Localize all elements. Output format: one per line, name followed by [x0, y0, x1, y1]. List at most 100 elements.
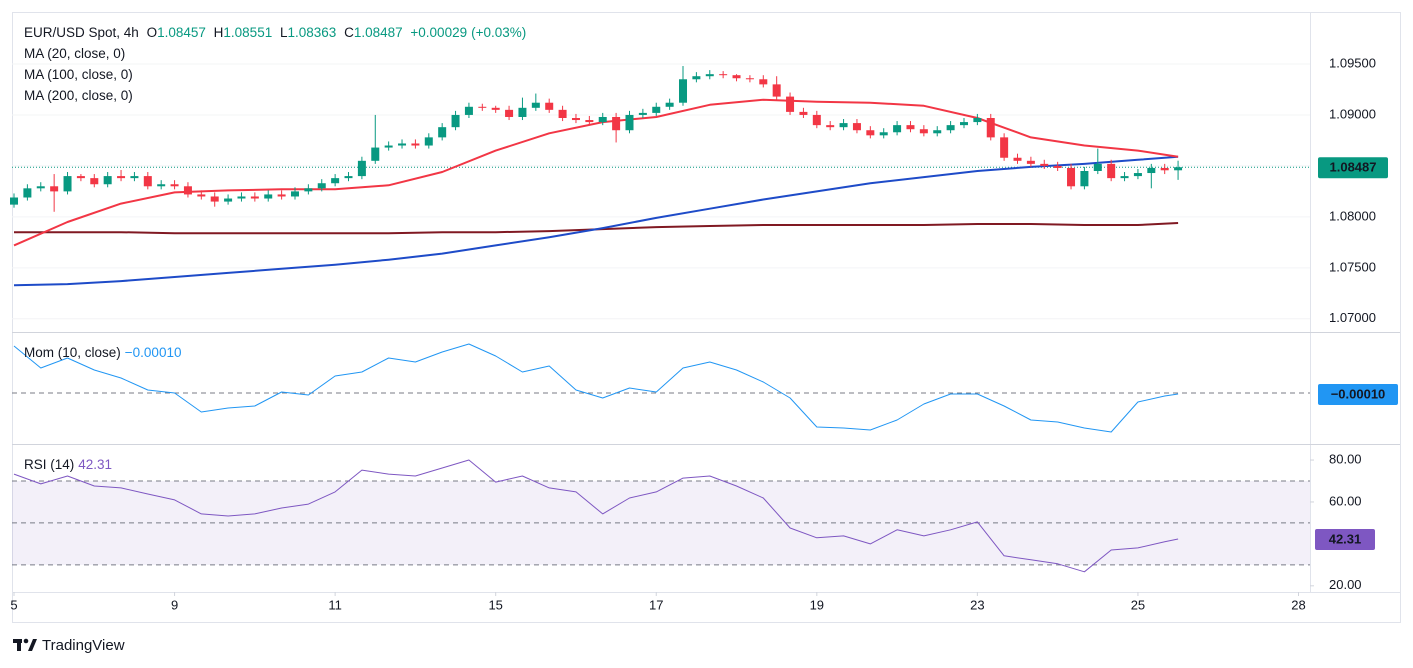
- candle-body: [986, 118, 995, 138]
- indicator-line: [13, 343, 1179, 433]
- ohlc-label: L: [279, 25, 288, 40]
- candle-body: [264, 194, 273, 199]
- ohlc-label: O: [146, 25, 158, 40]
- chart-frame: [12, 12, 1401, 623]
- ohlc-value: 1.08363: [287, 25, 337, 40]
- candle-body: [157, 184, 166, 187]
- candle-body: [1147, 167, 1156, 174]
- candle-body: [290, 191, 299, 197]
- y-tick-label: 1.08000: [1329, 208, 1376, 223]
- candle-body: [331, 178, 340, 184]
- candle-body: [50, 186, 59, 192]
- candle-body: [772, 84, 781, 97]
- pane: −0.00010: [12, 343, 1398, 433]
- candle-body: [36, 186, 45, 189]
- candle-body: [197, 194, 206, 197]
- candle-body: [558, 109, 567, 118]
- candle-body: [625, 114, 634, 131]
- candle-body: [571, 118, 580, 121]
- candle-body: [10, 197, 19, 205]
- candle-body: [438, 127, 447, 138]
- candle-body: [665, 102, 674, 107]
- x-tick-label: 25: [1131, 597, 1145, 612]
- candle-body: [76, 176, 85, 179]
- candle-body: [652, 106, 661, 113]
- candle-body: [946, 125, 955, 131]
- indicator-line: [13, 459, 1179, 573]
- pane: 20.00 60.00 80.00 5 9 11 15 17 19 23 25 28 42.31: [10, 451, 1375, 612]
- x-tick-label: 17: [649, 597, 663, 612]
- candle-body: [143, 176, 152, 187]
- symbol-legend: EUR/USD Spot, 4h O1.08457 H1.08551 L1.08…: [24, 25, 530, 41]
- ohlc-value: 1.08457: [157, 25, 206, 40]
- candle-body: [170, 184, 179, 187]
- candle-body: [1040, 163, 1049, 166]
- ma-legend: MA (20, close, 0): [24, 46, 126, 61]
- candle-body: [1093, 163, 1102, 171]
- ohlc-value: 1.08551: [223, 25, 273, 40]
- indicator-badge-label: −0.00010: [1331, 386, 1386, 401]
- ohlc-value: 1.08487: [353, 25, 403, 40]
- candle-body: [117, 176, 126, 179]
- candle-body: [786, 96, 795, 112]
- candle-body: [732, 75, 741, 79]
- candle-body: [852, 123, 861, 131]
- candle-body: [893, 125, 902, 133]
- candle-body: [545, 102, 554, 110]
- mom-legend: Mom (10, close) −0.00010: [24, 345, 185, 361]
- x-tick-label: 19: [810, 597, 824, 612]
- candle-body: [812, 114, 821, 126]
- mom-value: −0.00010: [124, 345, 182, 360]
- candle-body: [1107, 163, 1116, 179]
- rsi-value: 42.31: [78, 457, 113, 472]
- candle-body: [933, 130, 942, 134]
- candle-body: [879, 132, 888, 136]
- candle-body: [491, 107, 500, 110]
- rsi-title: RSI (14): [24, 457, 75, 472]
- candle-body: [237, 196, 246, 199]
- price-badge-label: 1.08487: [1330, 160, 1377, 175]
- rsi-legend: RSI (14) 42.31: [24, 457, 116, 473]
- candle-body: [1120, 176, 1129, 179]
- candle-body: [1174, 167, 1183, 171]
- candle-body: [919, 129, 928, 134]
- candle-body: [250, 196, 259, 199]
- x-tick-label: 5: [10, 597, 17, 612]
- y-tick-label: 80.00: [1329, 451, 1362, 466]
- candle-body: [826, 125, 835, 128]
- indicator-badge: [1318, 384, 1398, 405]
- y-tick-label: 1.07000: [1329, 310, 1376, 325]
- candle-body: [531, 102, 540, 108]
- ma-legend: MA (100, close, 0): [24, 67, 133, 82]
- y-tick-label: 60.00: [1329, 493, 1362, 508]
- candle-body: [505, 109, 514, 117]
- candle-body: [224, 198, 233, 202]
- candle-body: [424, 137, 433, 146]
- candle-body: [478, 106, 487, 108]
- candle-body: [90, 178, 99, 185]
- mom-title: Mom (10, close): [24, 345, 121, 360]
- candle-body: [612, 116, 621, 131]
- candle-body: [344, 176, 353, 179]
- y-tick-label: 1.09500: [1329, 55, 1376, 70]
- brand-logo: [13, 638, 37, 651]
- candle-body: [384, 145, 393, 148]
- candle-body: [518, 107, 527, 117]
- y-tick-label: 1.09000: [1329, 106, 1376, 121]
- candle-body: [411, 143, 420, 146]
- x-tick-label: 9: [171, 597, 178, 612]
- ma-legend: MA (200, close, 0): [24, 88, 133, 103]
- candle-body: [1053, 165, 1062, 168]
- candle-body: [277, 194, 286, 197]
- candle-body: [398, 143, 407, 146]
- candle-body: [183, 186, 192, 195]
- candle-body: [759, 79, 768, 85]
- candle-body: [451, 114, 460, 128]
- candle-body: [692, 76, 701, 80]
- y-tick-label: 1.07500: [1329, 259, 1376, 274]
- candle-body: [1160, 167, 1169, 171]
- candle-body: [1080, 171, 1089, 187]
- x-tick-label: 23: [970, 597, 984, 612]
- candle-body: [1133, 173, 1142, 177]
